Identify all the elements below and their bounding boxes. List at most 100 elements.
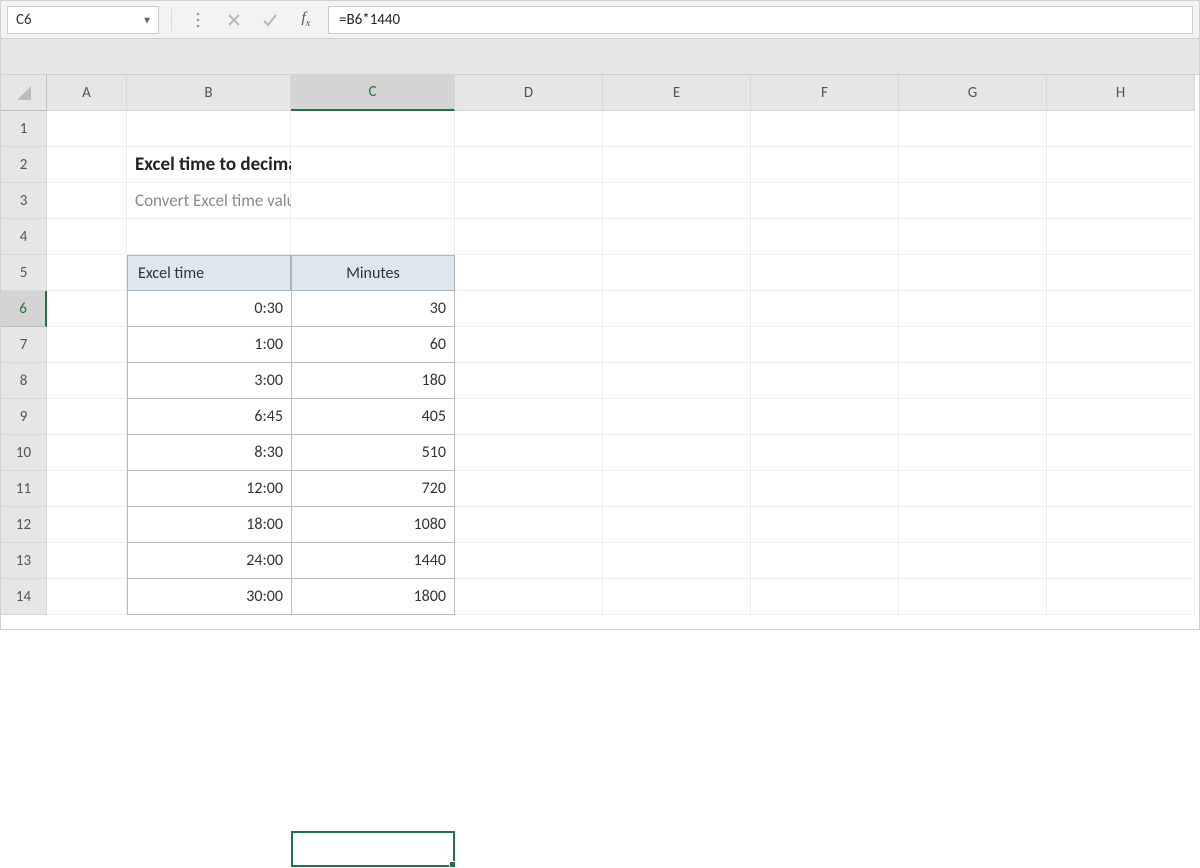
- cell-b4[interactable]: [127, 219, 291, 255]
- cell-h5[interactable]: [1047, 255, 1195, 291]
- cell-h10[interactable]: [1047, 435, 1195, 471]
- row-header-3[interactable]: 3: [1, 183, 47, 219]
- cell-f4[interactable]: [751, 219, 899, 255]
- cell-a1[interactable]: [47, 111, 127, 147]
- cell-b7[interactable]: 1:00: [127, 327, 291, 363]
- cell-f10[interactable]: [751, 435, 899, 471]
- cell-e14[interactable]: [603, 579, 751, 615]
- col-header-b[interactable]: B: [127, 75, 291, 111]
- cell-h6[interactable]: [1047, 291, 1195, 327]
- cell-c2[interactable]: [291, 147, 455, 183]
- cell-b12[interactable]: 18:00: [127, 507, 291, 543]
- cell-h2[interactable]: [1047, 147, 1195, 183]
- cell-c13[interactable]: 1440: [291, 543, 455, 579]
- row-header-9[interactable]: 9: [1, 399, 47, 435]
- spreadsheet-grid[interactable]: A B C D E F G H 1 2 Excel time to decima…: [1, 75, 1199, 651]
- cell-g11[interactable]: [899, 471, 1047, 507]
- cell-e12[interactable]: [603, 507, 751, 543]
- cell-h12[interactable]: [1047, 507, 1195, 543]
- cell-a6[interactable]: [47, 291, 127, 327]
- col-header-h[interactable]: H: [1047, 75, 1195, 111]
- cell-b11[interactable]: 12:00: [127, 471, 291, 507]
- cell-d12[interactable]: [455, 507, 603, 543]
- cell-g5[interactable]: [899, 255, 1047, 291]
- formula-input[interactable]: =B6*1440: [328, 6, 1193, 34]
- cell-b9[interactable]: 6:45: [127, 399, 291, 435]
- cell-c10[interactable]: 510: [291, 435, 455, 471]
- cell-f13[interactable]: [751, 543, 899, 579]
- cell-a14[interactable]: [47, 579, 127, 615]
- cell-a8[interactable]: [47, 363, 127, 399]
- fill-handle[interactable]: [449, 861, 456, 868]
- cancel-icon[interactable]: [220, 6, 248, 34]
- table-header-time[interactable]: Excel time: [127, 255, 291, 291]
- col-header-g[interactable]: G: [899, 75, 1047, 111]
- col-header-e[interactable]: E: [603, 75, 751, 111]
- cell-b10[interactable]: 8:30: [127, 435, 291, 471]
- cell-b1[interactable]: [127, 111, 291, 147]
- cell-h8[interactable]: [1047, 363, 1195, 399]
- cell-g4[interactable]: [899, 219, 1047, 255]
- cell-g7[interactable]: [899, 327, 1047, 363]
- row-header-5[interactable]: 5: [1, 255, 47, 291]
- cell-h1[interactable]: [1047, 111, 1195, 147]
- cell-h11[interactable]: [1047, 471, 1195, 507]
- cell-f14[interactable]: [751, 579, 899, 615]
- cell-g12[interactable]: [899, 507, 1047, 543]
- cell-d4[interactable]: [455, 219, 603, 255]
- name-box-dropdown-icon[interactable]: ▼: [142, 13, 152, 26]
- cell-d5[interactable]: [455, 255, 603, 291]
- cell-a11[interactable]: [47, 471, 127, 507]
- cell-f8[interactable]: [751, 363, 899, 399]
- row-header-7[interactable]: 7: [1, 327, 47, 363]
- cell-f7[interactable]: [751, 327, 899, 363]
- cell-f9[interactable]: [751, 399, 899, 435]
- cell-f3[interactable]: [751, 183, 899, 219]
- cell-d8[interactable]: [455, 363, 603, 399]
- cell-a4[interactable]: [47, 219, 127, 255]
- col-header-f[interactable]: F: [751, 75, 899, 111]
- cell-d10[interactable]: [455, 435, 603, 471]
- cell-e13[interactable]: [603, 543, 751, 579]
- cell-h7[interactable]: [1047, 327, 1195, 363]
- cell-f11[interactable]: [751, 471, 899, 507]
- row-header-10[interactable]: 10: [1, 435, 47, 471]
- col-header-a[interactable]: A: [47, 75, 127, 111]
- cell-g6[interactable]: [899, 291, 1047, 327]
- cell-g14[interactable]: [899, 579, 1047, 615]
- cell-e8[interactable]: [603, 363, 751, 399]
- name-box[interactable]: C6 ▼: [7, 6, 159, 34]
- cell-c4[interactable]: [291, 219, 455, 255]
- cell-h14[interactable]: [1047, 579, 1195, 615]
- cell-d7[interactable]: [455, 327, 603, 363]
- cell-f6[interactable]: [751, 291, 899, 327]
- cell-d11[interactable]: [455, 471, 603, 507]
- row-header-6[interactable]: 6: [1, 291, 47, 327]
- cell-c7[interactable]: 60: [291, 327, 455, 363]
- cell-e11[interactable]: [603, 471, 751, 507]
- cell-f1[interactable]: [751, 111, 899, 147]
- cell-b3[interactable]: Convert Excel time value to decimal minu…: [127, 183, 291, 219]
- cell-d1[interactable]: [455, 111, 603, 147]
- cell-d6[interactable]: [455, 291, 603, 327]
- cell-e9[interactable]: [603, 399, 751, 435]
- cell-g13[interactable]: [899, 543, 1047, 579]
- cell-f5[interactable]: [751, 255, 899, 291]
- cell-c6[interactable]: 30: [291, 291, 455, 327]
- cell-f12[interactable]: [751, 507, 899, 543]
- cell-c1[interactable]: [291, 111, 455, 147]
- cell-f2[interactable]: [751, 147, 899, 183]
- row-header-12[interactable]: 12: [1, 507, 47, 543]
- cell-c11[interactable]: 720: [291, 471, 455, 507]
- cell-c3[interactable]: [291, 183, 455, 219]
- cell-e7[interactable]: [603, 327, 751, 363]
- cell-c14[interactable]: 1800: [291, 579, 455, 615]
- cell-h9[interactable]: [1047, 399, 1195, 435]
- row-header-13[interactable]: 13: [1, 543, 47, 579]
- cell-e5[interactable]: [603, 255, 751, 291]
- cell-b14[interactable]: 30:00: [127, 579, 291, 615]
- cell-e3[interactable]: [603, 183, 751, 219]
- more-icon[interactable]: [184, 6, 212, 34]
- cell-g10[interactable]: [899, 435, 1047, 471]
- fx-icon[interactable]: fx: [292, 6, 320, 34]
